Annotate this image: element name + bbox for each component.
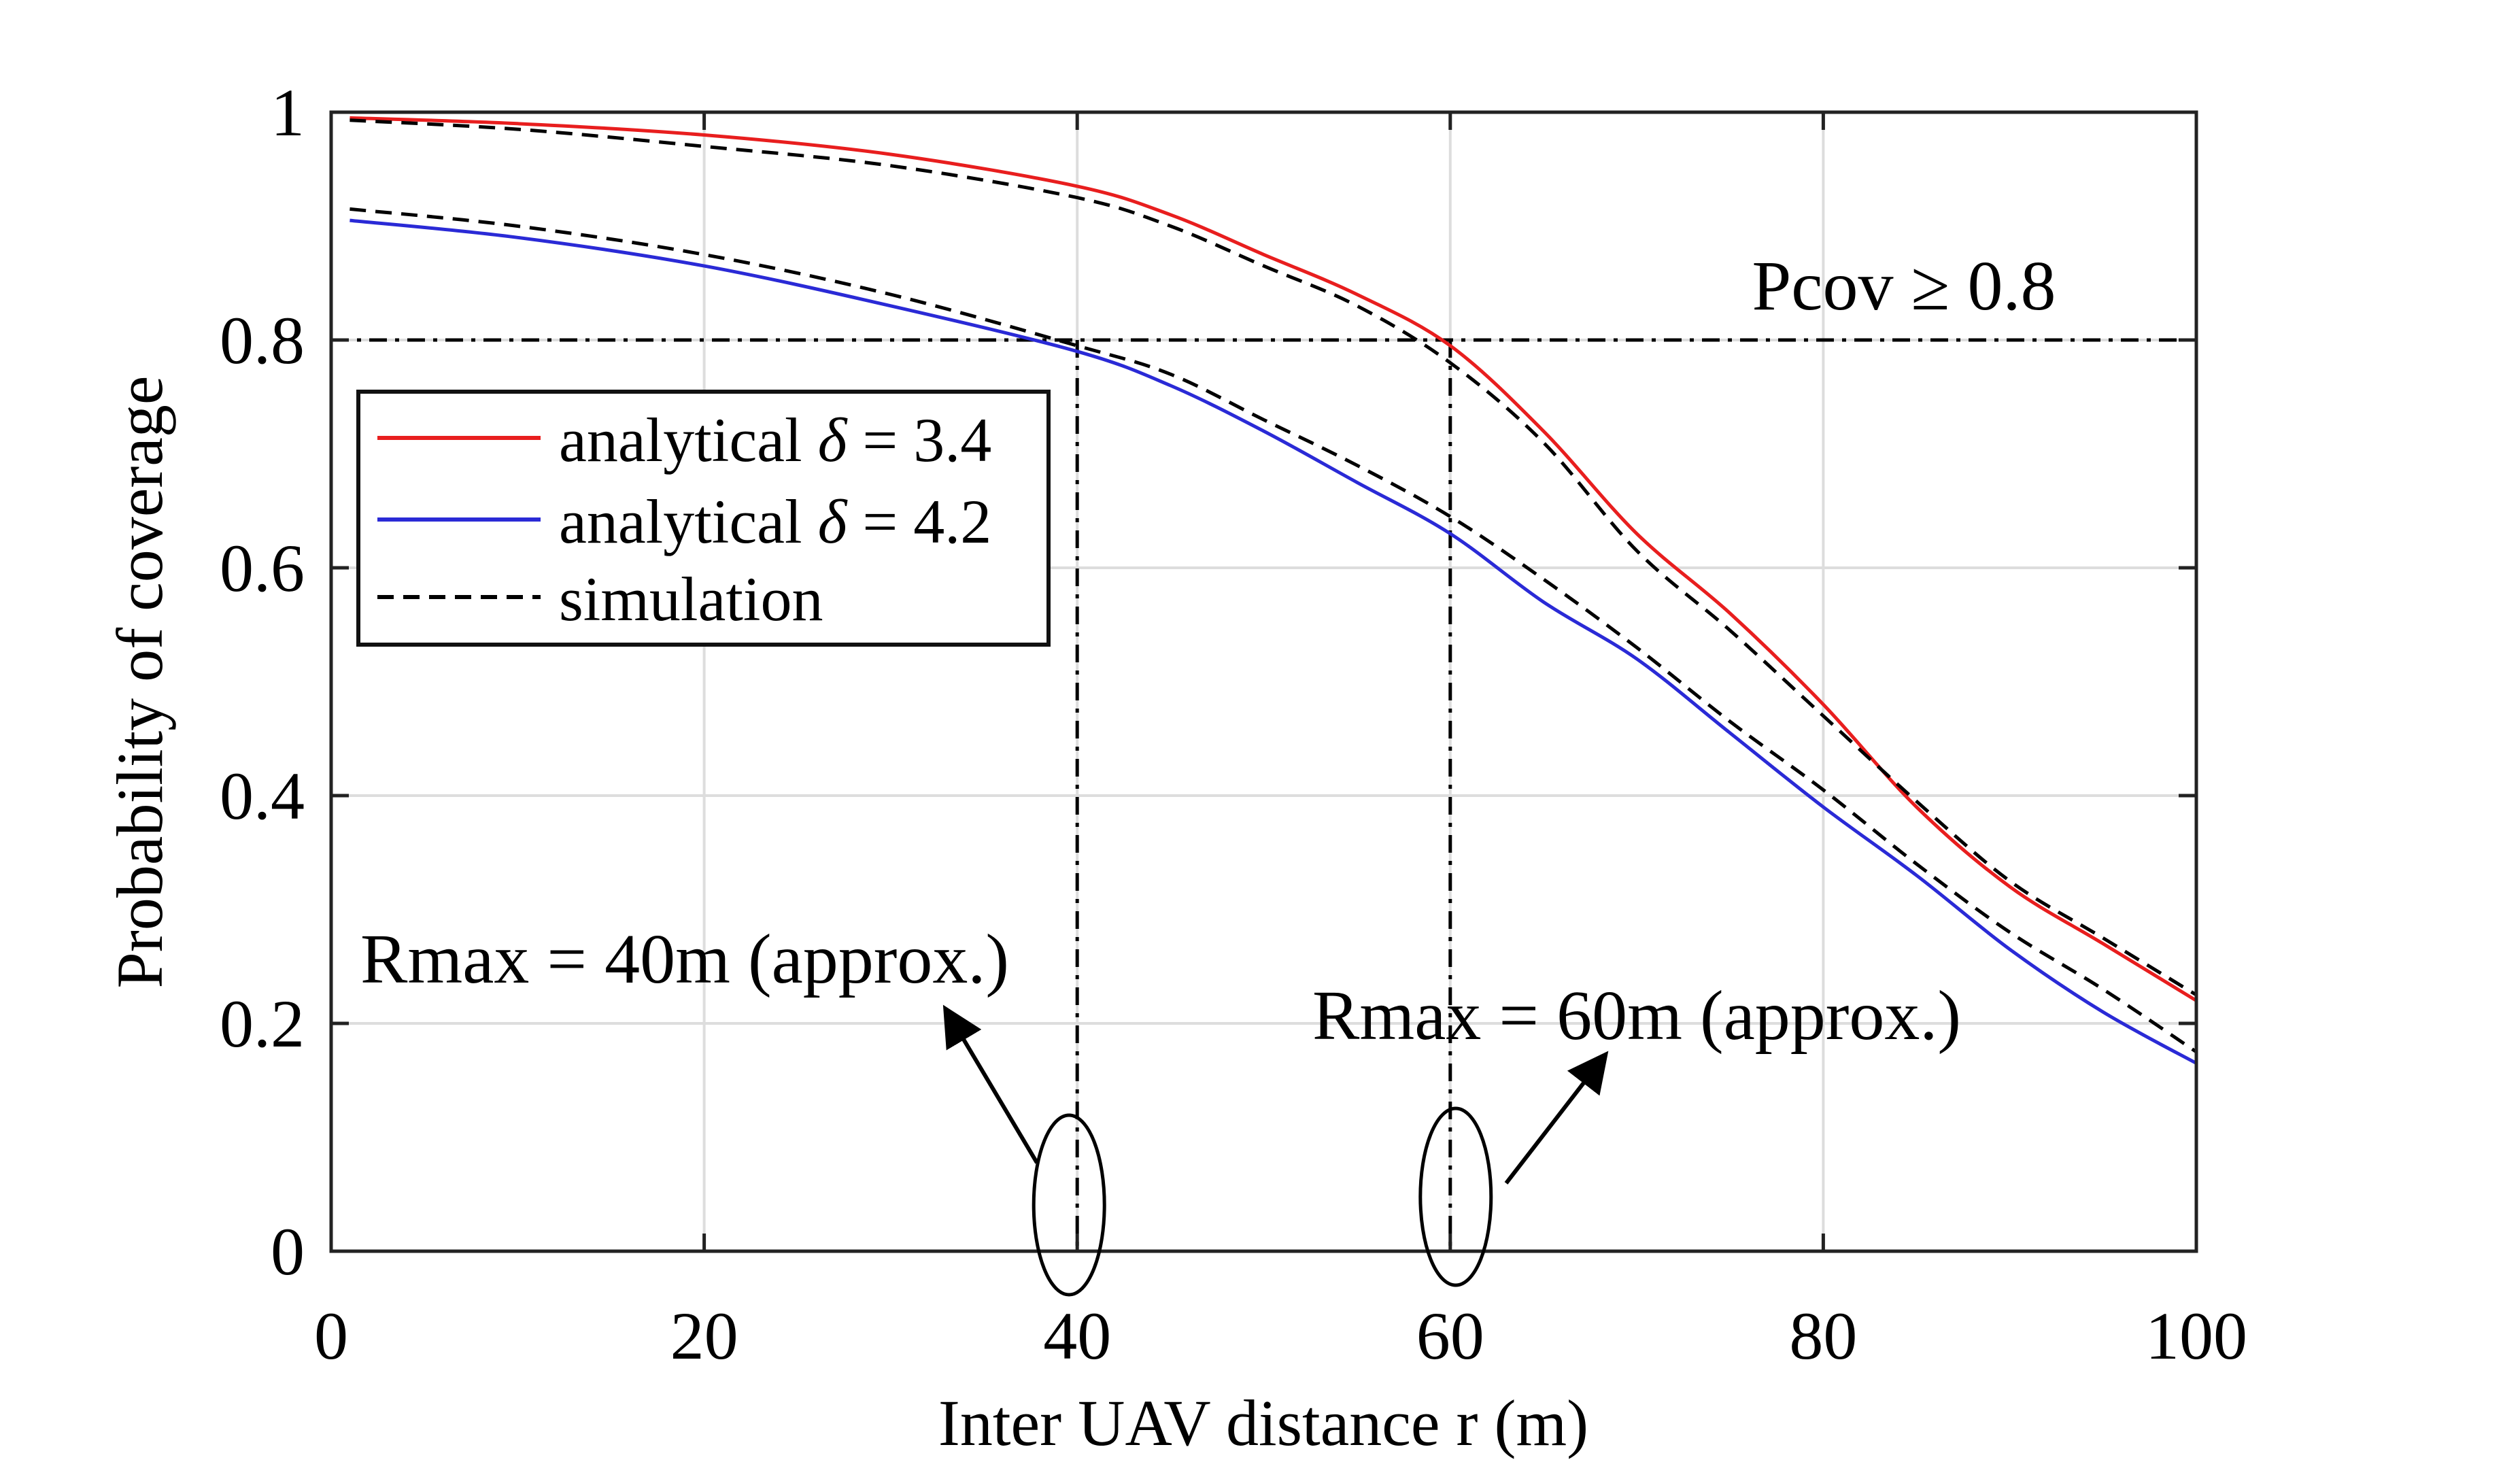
legend: analytical δ = 3.4 analytical δ = 4.2 simu… (356, 390, 1051, 647)
reference-lines (331, 338, 2196, 1251)
y-tick-label: 0 (271, 1214, 305, 1289)
x-tick-label: 20 (670, 1298, 738, 1374)
y-tick-label: 1 (271, 75, 305, 150)
rmax-annotation: Rmax = 40m (approx.) (360, 920, 1009, 998)
annotations: Pcov ≥ 0.8 Rmax = 40m (approx.) Rmax = 60m… (360, 247, 2056, 1297)
rmax-annotation: Rmax = 60m (approx.) (1312, 976, 1961, 1055)
series-line-analytical-4-2 (350, 218, 2196, 1065)
rmax-arrow (1504, 1051, 1609, 1185)
series-line-simulation-4-2- (350, 207, 2196, 1053)
y-tick-label: 0.4 (220, 758, 305, 834)
y-tick-label: 0.6 (220, 530, 305, 606)
threshold-label: Pcov ≥ 0.8 (1752, 247, 2056, 325)
x-tick-label: 0 (314, 1298, 348, 1374)
plot-frame (329, 110, 2198, 1253)
rmax-highlight-ellipse (1418, 1106, 1493, 1287)
legend-label: simulation (559, 564, 823, 634)
axis-ticks: 0 20 40 60 80 100 0 0.2 0.4 0.6 0.8 1 (220, 75, 2247, 1374)
x-axis-label: Inter UAV distance r (m) (938, 1387, 1588, 1459)
x-tick-label: 60 (1416, 1298, 1484, 1374)
x-tick-label: 40 (1043, 1298, 1111, 1374)
x-tick-label: 80 (1789, 1298, 1857, 1374)
series-line-simulation-3-4- (350, 118, 2196, 997)
y-tick-label: 0.8 (220, 303, 305, 378)
x-tick-label: 100 (2145, 1298, 2247, 1374)
y-axis-label: Probability of coverage (103, 375, 176, 988)
legend-label: analytical δ = 3.4 (559, 405, 991, 475)
y-tick-label: 0.2 (220, 986, 305, 1061)
series-lines (350, 116, 2196, 1065)
series-line-analytical-3-4 (350, 116, 2196, 1002)
rmax-arrow (942, 1004, 1039, 1164)
legend-label: analytical δ = 4.2 (559, 487, 991, 556)
rmax-highlight-ellipse (1032, 1113, 1106, 1297)
